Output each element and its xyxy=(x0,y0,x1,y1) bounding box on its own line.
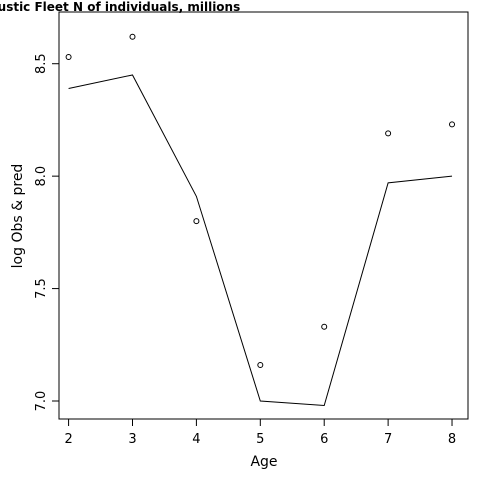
series-layer xyxy=(65,33,456,407)
x-tick-label: 8 xyxy=(448,432,456,447)
y-tick-label: 8.5 xyxy=(34,53,49,74)
x-tick-label: 3 xyxy=(128,432,136,447)
y-tick-label: 7.5 xyxy=(34,278,49,299)
x-tick-label: 7 xyxy=(384,432,392,447)
x-tick-label: 4 xyxy=(192,432,200,447)
observed-point xyxy=(257,362,264,369)
observed-point xyxy=(65,53,72,60)
y-tick-label: 8.0 xyxy=(34,166,49,187)
y-axis: 7.0 7.5 8.0 8.5 xyxy=(34,53,59,411)
observed-point xyxy=(321,323,328,330)
x-axis: 2 3 4 5 6 7 8 xyxy=(64,419,456,447)
x-axis-label: Age xyxy=(250,454,277,470)
y-axis-label: log Obs & pred xyxy=(10,164,26,269)
plot-frame xyxy=(58,11,469,420)
x-tick-label: 6 xyxy=(320,432,328,447)
y-tick-label: 7.0 xyxy=(34,391,49,412)
observed-point xyxy=(449,121,456,128)
chart-title: Acoustic Fleet N of individuals, million… xyxy=(0,0,240,14)
predicted-line xyxy=(68,74,453,407)
observed-point xyxy=(385,130,392,137)
x-tick-label: 2 xyxy=(64,432,72,447)
x-tick-label: 5 xyxy=(256,432,264,447)
observed-point xyxy=(193,218,200,225)
observed-point xyxy=(129,33,136,40)
